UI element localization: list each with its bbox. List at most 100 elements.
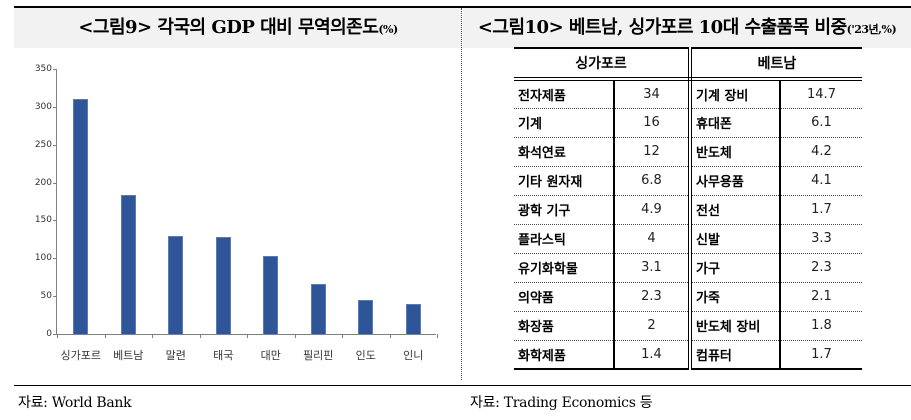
x-tick-mark: [294, 334, 296, 338]
bottom-rule: [14, 385, 911, 386]
vietnam-item: 컴퓨터: [690, 340, 781, 370]
x-tick-label: 말련: [165, 349, 186, 362]
table-body: 전자제품 34 기계 장비 14.7 기계 16 휴대폰 6.1 화석연료 12 반도체 4.2 기타 …: [514, 79, 862, 370]
export-items-table: 싱가포르 베트남 전자제품 34 기계 장비 14.7 기계 16 휴대폰 6.1 화석연료 12…: [514, 47, 862, 370]
singapore-share: 12: [614, 137, 692, 167]
singapore-share: 34: [614, 79, 692, 109]
vietnam-item: 전선: [690, 195, 781, 225]
vietnam-share: 4.2: [780, 137, 862, 167]
x-tick-label: 인도: [355, 349, 376, 362]
vietnam-share: 2.1: [780, 282, 862, 312]
top-rule: [14, 6, 911, 8]
table-title-unit: ('23년,%): [846, 23, 897, 36]
vietnam-item: 사무용품: [690, 166, 781, 196]
x-tick-mark: [104, 334, 106, 338]
trade-dependency-bar-chart: 0 50 100 150 200 250 300 350 싱가포르 베트남 말련 태국 대만 필리핀 인도 인…: [0, 48, 461, 382]
singapore-share: 1.4: [614, 340, 692, 370]
chart-title-text: <그림9> 각국의 GDP 대비 무역의존도: [78, 17, 379, 38]
bar: [120, 195, 136, 334]
singapore-item: 유기화학물: [514, 253, 615, 283]
x-tick-label: 태국: [213, 349, 234, 362]
vietnam-share: 14.7: [780, 79, 862, 109]
right-title-band: <그림10> 베트남, 싱가포르 10대 수출품목 비중('23년,%): [463, 8, 911, 48]
y-tick-mark: [53, 144, 57, 146]
x-tick-label: 인니: [403, 349, 424, 362]
bar: [215, 237, 231, 334]
singapore-share: 16: [614, 108, 692, 138]
header-vietnam: 베트남: [690, 47, 862, 81]
singapore-share: 6.8: [614, 166, 692, 196]
y-tick-label: 50: [40, 291, 52, 302]
vietnam-share: 6.1: [780, 108, 862, 138]
bar: [310, 284, 326, 334]
y-tick-label: 300: [34, 101, 52, 112]
singapore-share: 4.9: [614, 195, 692, 225]
vietnam-item: 반도체: [690, 137, 781, 167]
singapore-item: 화학제품: [514, 340, 615, 370]
bar: [263, 256, 279, 334]
singapore-item: 전자제품: [514, 79, 615, 109]
vietnam-share: 1.7: [780, 195, 862, 225]
y-tick-label: 250: [34, 139, 52, 150]
x-tick-mark: [342, 334, 343, 338]
chart-title-unit: (%): [378, 23, 398, 36]
singapore-item: 플라스틱: [514, 224, 615, 254]
table-row: 플라스틱 4 신발 3.3: [514, 224, 862, 254]
x-tick-mark: [57, 334, 58, 338]
header-singapore: 싱가포르: [514, 47, 692, 81]
x-tick-label: 싱가포르: [60, 349, 101, 362]
bar: [73, 99, 89, 334]
vietnam-share: 2.3: [780, 253, 862, 283]
x-tick-label: 베트남: [113, 349, 144, 362]
panel-divider: [461, 8, 462, 380]
vietnam-item: 반도체 장비: [690, 311, 781, 341]
singapore-item: 화석연료: [514, 137, 615, 167]
left-title-band: <그림9> 각국의 GDP 대비 무역의존도(%): [14, 8, 462, 48]
x-tick-mark: [152, 334, 153, 338]
x-tick-mark: [199, 334, 201, 338]
y-tick-mark: [53, 182, 57, 184]
table-row: 화장품 2 반도체 장비 1.8: [514, 311, 862, 341]
chart-source: 자료: World Bank: [18, 395, 132, 411]
table-row: 화학제품 1.4 컴퓨터 1.7: [514, 340, 862, 370]
singapore-share: 2.3: [614, 282, 692, 312]
vietnam-share: 1.7: [780, 340, 862, 370]
y-tick-label: 150: [34, 215, 52, 226]
singapore-item: 기타 원자재: [514, 166, 615, 196]
y-tick-label: 200: [34, 177, 52, 188]
vietnam-item: 가죽: [690, 282, 781, 312]
table-row: 유기화학물 3.1 가구 2.3: [514, 253, 862, 283]
table-source: 자료: Trading Economics 등: [470, 395, 653, 411]
singapore-share: 4: [614, 224, 692, 254]
table-row: 광학 기구 4.9 전선 1.7: [514, 195, 862, 225]
bar: [168, 235, 184, 334]
y-tick-label: 100: [34, 253, 52, 264]
vietnam-share: 1.8: [780, 311, 862, 341]
y-tick-mark: [53, 296, 57, 298]
bar: [405, 303, 421, 334]
y-tick-mark: [53, 220, 57, 222]
table-title: <그림10> 베트남, 싱가포르 10대 수출품목 비중('23년,%): [463, 8, 911, 48]
y-tick-mark: [53, 334, 57, 335]
chart-title: <그림9> 각국의 GDP 대비 무역의존도(%): [14, 8, 462, 48]
x-tick-mark: [437, 334, 438, 338]
vietnam-item: 휴대폰: [690, 108, 781, 138]
table-row: 기계 16 휴대폰 6.1: [514, 108, 862, 138]
table-title-text: <그림10> 베트남, 싱가포르 10대 수출품목 비중: [477, 17, 847, 38]
vietnam-item: 가구: [690, 253, 781, 283]
table-row: 기타 원자재 6.8 사무용품 4.1: [514, 166, 862, 196]
y-tick-mark: [53, 258, 57, 260]
y-axis: [56, 69, 57, 335]
y-tick-mark: [53, 106, 57, 108]
singapore-share: 3.1: [614, 253, 692, 283]
table-row: 전자제품 34 기계 장비 14.7: [514, 79, 862, 109]
singapore-item: 의약품: [514, 282, 615, 312]
y-tick-mark: [53, 69, 57, 70]
x-tick-label: 필리핀: [303, 349, 334, 362]
vietnam-item: 신발: [690, 224, 781, 254]
vietnam-share: 4.1: [780, 166, 862, 196]
table-row: 화석연료 12 반도체 4.2: [514, 137, 862, 167]
x-axis: [56, 334, 436, 335]
vietnam-share: 3.3: [780, 224, 862, 254]
singapore-item: 광학 기구: [514, 195, 615, 225]
